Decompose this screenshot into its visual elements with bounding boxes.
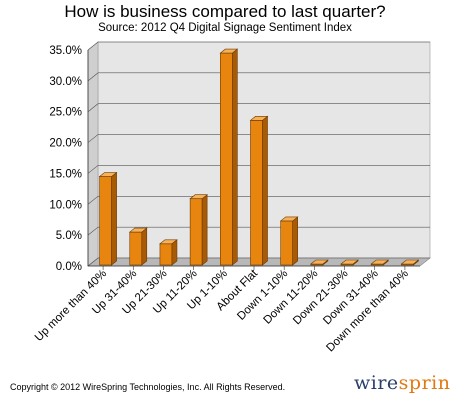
bar-side — [141, 227, 148, 266]
gridline — [87, 72, 430, 82]
bar-side — [292, 216, 298, 266]
bar-side — [262, 115, 268, 266]
y-tick-label: 10.0% — [49, 199, 82, 211]
bar — [370, 259, 390, 266]
gridline — [87, 226, 430, 236]
bar-side — [201, 194, 208, 266]
bar-front — [189, 198, 203, 266]
bar-front — [250, 120, 263, 266]
bar — [189, 194, 208, 266]
plot-side-wall — [87, 41, 99, 267]
bar — [159, 239, 178, 266]
copyright-text: Copyright © 2012 WireSpring Technologies… — [10, 382, 286, 392]
bar-top — [98, 172, 118, 177]
bar-top — [400, 259, 420, 265]
bar-side — [111, 171, 117, 266]
y-tick-label: 25.0% — [49, 107, 82, 119]
y-tick-label: 15.0% — [49, 168, 82, 180]
y-tick-label: 30.0% — [49, 76, 82, 88]
bar — [279, 216, 299, 266]
bar-top — [219, 48, 239, 54]
bar — [219, 48, 239, 266]
bar — [98, 171, 118, 266]
bar-front — [99, 176, 112, 266]
y-tick-label: 5.0% — [56, 230, 82, 242]
bar — [400, 259, 420, 266]
bar-top — [340, 259, 359, 265]
gridline — [87, 134, 430, 143]
y-tick-label: 0.0% — [56, 261, 82, 273]
bar-side — [232, 48, 238, 266]
gridline — [87, 257, 430, 267]
bar-top — [370, 259, 390, 265]
gridline — [87, 165, 430, 174]
bar-front — [129, 231, 143, 266]
bar — [340, 259, 359, 266]
bar — [249, 115, 269, 266]
bar-front — [280, 220, 293, 266]
wirespring-logo: wirespring — [354, 372, 450, 394]
bar-top — [189, 194, 208, 200]
bar-top — [159, 239, 178, 245]
chart-title: How is business compared to last quarter… — [64, 2, 386, 21]
gridline — [87, 103, 430, 112]
y-tick-label: 20.0% — [49, 138, 82, 150]
bar-top — [249, 116, 269, 121]
bar-top — [128, 227, 148, 233]
bar-top — [279, 216, 299, 222]
gridline — [87, 195, 430, 205]
y-tick-label: 35.0% — [49, 45, 82, 57]
logo-text-spring: spring — [398, 372, 450, 394]
bar-front — [159, 243, 173, 266]
bar — [128, 227, 148, 266]
bar-front — [220, 52, 233, 266]
logo-text-wire: wire — [354, 372, 399, 394]
bar — [310, 259, 329, 266]
bar-top — [310, 259, 329, 265]
chart-subtitle: Source: 2012 Q4 Digital Signage Sentimen… — [98, 22, 352, 34]
gridline — [87, 41, 430, 51]
